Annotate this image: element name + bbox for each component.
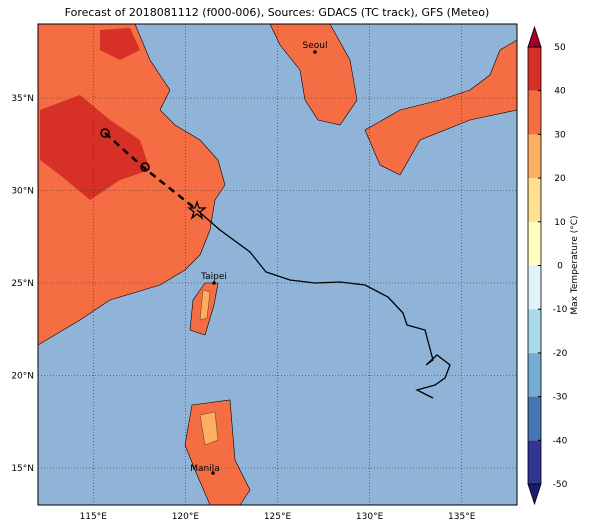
colorbar-tick-label: -50 xyxy=(553,480,568,490)
map-frame xyxy=(37,23,518,506)
colorbar-tick-label: 10 xyxy=(554,218,566,228)
past-track xyxy=(196,209,451,399)
forecast-track xyxy=(104,132,198,211)
city-label: Manila xyxy=(190,464,220,474)
storm-track xyxy=(100,128,451,399)
colorbar-segment xyxy=(528,396,541,441)
city-dot xyxy=(212,281,216,285)
lat-tick-label: 30°N xyxy=(11,187,34,197)
lat-tick-label: 20°N xyxy=(11,372,34,382)
colorbar-tick-label: 50 xyxy=(554,43,566,53)
colorbar-extension xyxy=(527,25,542,48)
colorbar-segment xyxy=(528,265,541,310)
lon-tick-label: 130°E xyxy=(356,512,384,522)
colorbar-label: Max Temperature (°C) xyxy=(570,215,580,314)
lat-tick-label: 35°N xyxy=(11,94,34,104)
colorbar-tick-label: 20 xyxy=(554,174,566,184)
track-point xyxy=(100,128,110,138)
colorbar-tick-label: 0 xyxy=(557,262,563,272)
graticule xyxy=(38,24,517,505)
colorbar-extension xyxy=(527,483,542,506)
storm-position xyxy=(187,199,207,220)
lon-tick-label: 115°E xyxy=(80,512,108,522)
city-label: Taipei xyxy=(200,272,227,282)
colorbar-segment xyxy=(528,178,541,222)
cities: Seoul Taipei Manila xyxy=(190,41,327,475)
lon-tick-label: 135°E xyxy=(448,512,476,522)
lon-tick-label: 120°E xyxy=(172,512,200,522)
lon-tick-label: 125°E xyxy=(264,512,292,522)
lat-tick-label: 15°N xyxy=(11,464,34,474)
colorbar-tick-label: -40 xyxy=(553,436,568,446)
title: Forecast of 2018081112 (f000-006), Sourc… xyxy=(65,6,490,19)
track-point xyxy=(140,162,150,172)
lat-tick-label: 25°N xyxy=(11,279,34,289)
land xyxy=(37,23,518,506)
colorbar: -50 -40 -30 -20 -10 0 10 20 30 40 50 xyxy=(527,25,568,506)
city-dot xyxy=(211,471,215,475)
colorbar-segment xyxy=(528,90,541,135)
colorbar-segment xyxy=(528,352,541,397)
colorbar-tick-label: -30 xyxy=(553,393,568,403)
colorbar-segment xyxy=(528,309,541,353)
city-dot xyxy=(313,50,317,54)
colorbar-tick-label: 40 xyxy=(554,87,566,97)
colorbar-tick-label: -20 xyxy=(553,349,568,359)
city-label: Seoul xyxy=(303,41,328,51)
colorbar-segment xyxy=(528,47,541,91)
colorbar-segment xyxy=(528,221,541,266)
colorbar-segment xyxy=(528,440,541,484)
colorbar-tick-label: 30 xyxy=(554,130,566,140)
colorbar-segment xyxy=(528,134,541,179)
colorbar-tick-label: -10 xyxy=(553,305,568,315)
